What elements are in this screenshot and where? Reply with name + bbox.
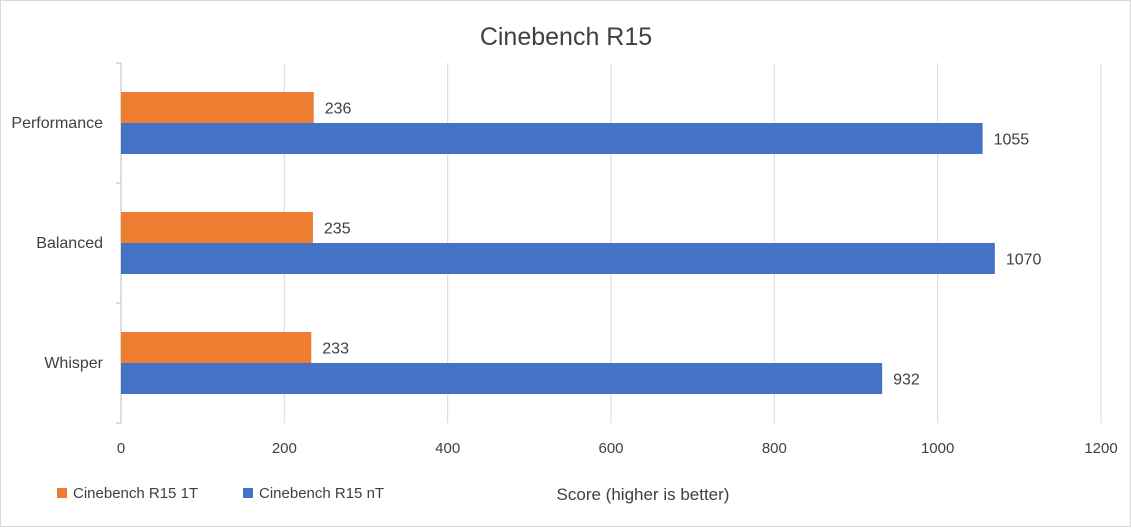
x-tick-label: 1000 <box>921 440 954 457</box>
x-tick-label: 0 <box>117 440 125 457</box>
data-label: 932 <box>893 372 920 389</box>
data-labels: 236 1055 235 1070 233 932 <box>322 101 1041 389</box>
bars <box>121 92 995 394</box>
data-label: 236 <box>325 101 352 118</box>
legend-swatch <box>243 488 253 498</box>
x-tick-label: 1200 <box>1084 440 1117 457</box>
x-axis-title: Score (higher is better) <box>557 485 730 504</box>
legend: Cinebench R15 1T Cinebench R15 nT <box>57 485 384 502</box>
x-tick-label: 200 <box>272 440 297 457</box>
legend-swatch <box>57 488 67 498</box>
x-tick-label: 400 <box>435 440 460 457</box>
category-axis: Performance Balanced Whisper <box>11 62 122 424</box>
data-label: 1070 <box>1006 252 1042 269</box>
data-label: 235 <box>324 221 351 238</box>
data-label: 233 <box>322 341 349 358</box>
chart-title: Cinebench R15 <box>480 23 652 51</box>
bar-nt <box>121 243 995 274</box>
legend-label: Cinebench R15 nT <box>259 485 384 502</box>
bar-1t <box>121 92 314 123</box>
category-label: Whisper <box>44 355 103 372</box>
legend-label: Cinebench R15 1T <box>73 485 198 502</box>
bar-1t <box>121 332 312 363</box>
data-label: 1055 <box>994 132 1030 149</box>
bar-nt <box>121 123 983 154</box>
x-tick-label: 600 <box>598 440 623 457</box>
category-label: Balanced <box>36 235 103 252</box>
x-axis-ticks: 0 200 400 600 800 1000 1200 <box>117 440 1118 457</box>
category-label: Performance <box>11 115 103 132</box>
x-tick-label: 800 <box>762 440 787 457</box>
bar-nt <box>121 363 883 394</box>
bar-1t <box>121 212 313 243</box>
